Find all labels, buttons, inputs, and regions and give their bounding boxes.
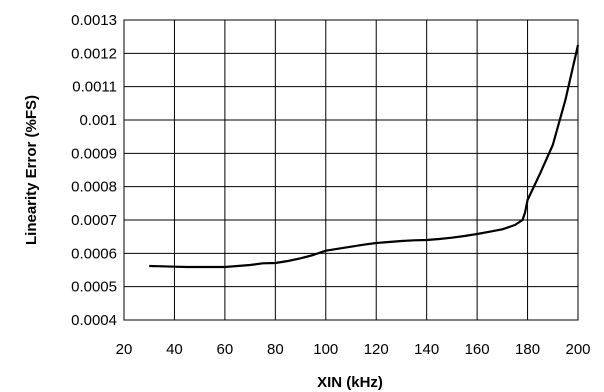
x-tick-label: 100 xyxy=(313,341,338,358)
y-tick-label: 0.0008 xyxy=(71,179,117,196)
series-line xyxy=(149,44,580,269)
grid-lines xyxy=(123,19,579,321)
x-tick-label: 160 xyxy=(465,341,490,358)
y-tick-label: 0.0009 xyxy=(71,145,117,162)
y-tick-labels: 0.0004 0.0005 0.0006 0.0007 0.0008 0.0009 0.00… xyxy=(71,12,117,329)
x-axis-title: XIN (kHz) xyxy=(317,374,383,391)
x-tick-label: 140 xyxy=(414,341,439,358)
y-tick-label: 0.0011 xyxy=(72,79,117,96)
y-tick-label: 0.0012 xyxy=(71,45,117,62)
x-tick-labels: 20 40 60 80 100 120 140 160 180 200 xyxy=(116,341,591,358)
x-tick-label: 60 xyxy=(217,341,234,358)
y-tick-label: 0.0007 xyxy=(71,212,117,229)
y-tick-label: 0.001 xyxy=(79,112,117,129)
y-tick-label: 0.0004 xyxy=(71,312,117,329)
y-tick-label: 0.0005 xyxy=(71,279,117,296)
y-axis-title: Linearity Error (%FS) xyxy=(23,95,40,245)
x-tick-label: 120 xyxy=(364,341,389,358)
x-tick-label: 200 xyxy=(565,341,590,358)
x-tick-label: 40 xyxy=(166,341,183,358)
plot-area-frame xyxy=(123,19,579,321)
x-tick-label: 80 xyxy=(267,341,284,358)
x-tick-label: 180 xyxy=(515,341,540,358)
y-tick-label: 0.0013 xyxy=(71,12,117,29)
y-tick-label: 0.0006 xyxy=(71,245,117,262)
x-tick-label: 20 xyxy=(116,341,133,358)
